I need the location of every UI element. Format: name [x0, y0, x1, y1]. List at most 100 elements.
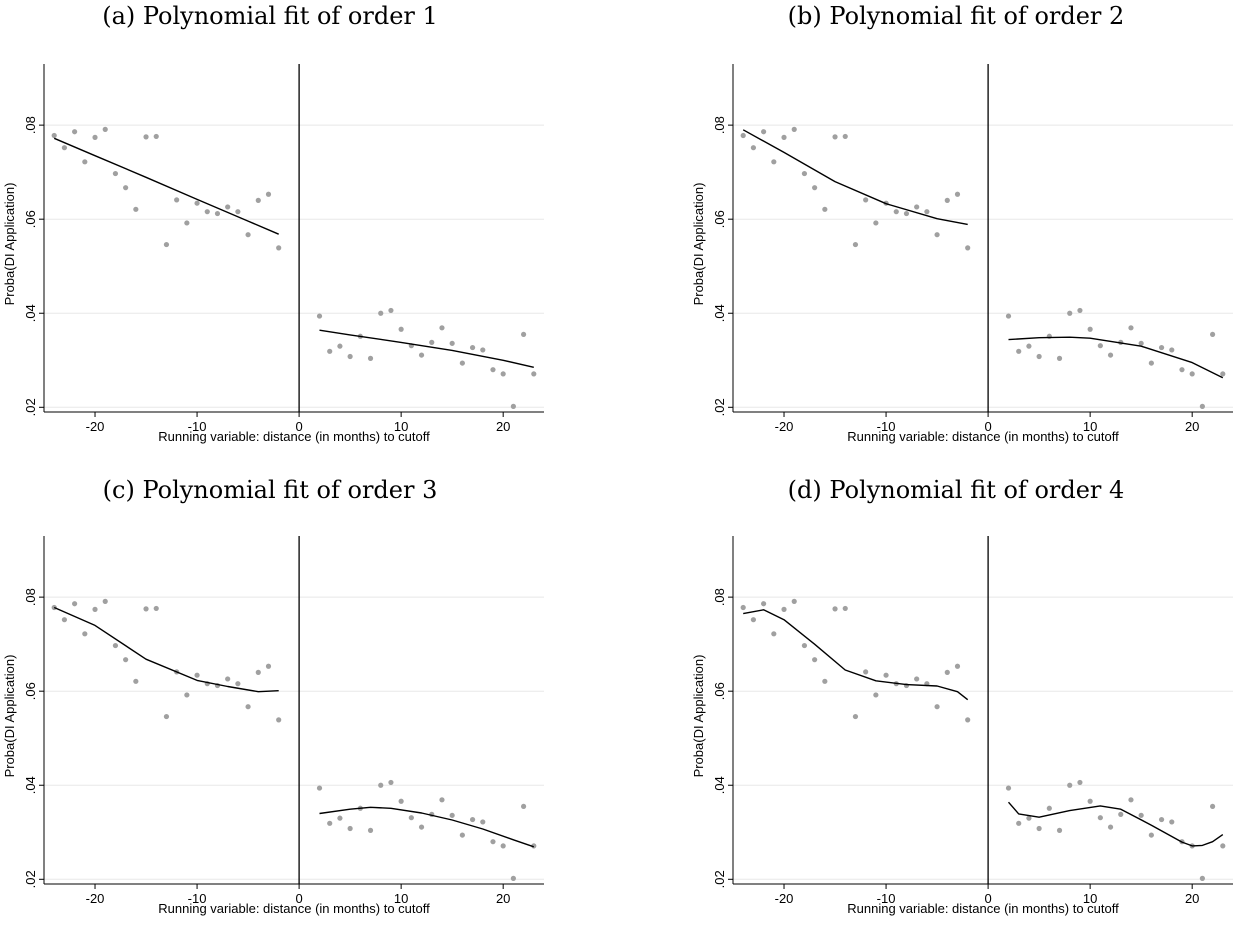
data-point — [327, 820, 333, 826]
data-point — [490, 839, 496, 845]
data-point — [214, 210, 221, 217]
x-tick-label: -20 — [86, 419, 105, 434]
data-point — [61, 617, 68, 623]
data-point — [1220, 371, 1226, 377]
data-point — [510, 875, 516, 881]
data-point — [1220, 843, 1226, 849]
data-point — [92, 134, 98, 140]
data-point — [510, 403, 516, 409]
fit-line-left — [53, 137, 279, 235]
data-point — [822, 678, 828, 684]
data-point — [1209, 803, 1216, 810]
data-point — [740, 604, 746, 611]
data-point — [449, 812, 455, 818]
data-point — [1016, 348, 1022, 354]
data-point — [408, 815, 414, 821]
data-point — [842, 133, 848, 140]
y-tick-label: .02 — [712, 870, 727, 888]
data-point — [194, 672, 200, 678]
chart-title: (d) Polynomial fit of order 4 — [787, 476, 1125, 504]
data-point — [255, 197, 261, 203]
data-point — [123, 657, 129, 663]
x-tick-label: -20 — [86, 891, 105, 906]
data-point — [459, 360, 465, 366]
data-point — [965, 717, 971, 723]
data-point — [771, 159, 777, 165]
data-point — [863, 669, 869, 675]
data-point — [1209, 331, 1216, 338]
data-point — [51, 604, 57, 611]
y-tick-label: .06 — [23, 210, 38, 228]
x-tick-label: 20 — [1185, 891, 1199, 906]
data-point — [1158, 344, 1165, 351]
data-point — [469, 344, 476, 351]
data-point — [531, 371, 537, 377]
data-point — [459, 832, 465, 838]
y-tick-label: .08 — [23, 588, 38, 606]
data-point — [102, 598, 108, 604]
data-point — [1097, 343, 1103, 349]
y-axis-label: Proba(DI Application) — [2, 183, 17, 306]
data-point — [347, 825, 353, 832]
data-point — [1169, 819, 1175, 825]
panel-order-3: (c) Polynomial fit of order 3 .02 .04 .06.… — [0, 472, 617, 936]
fit-line-left — [743, 609, 969, 701]
data-point — [102, 126, 108, 132]
data-point — [914, 204, 920, 210]
x-tick-label: -10 — [188, 891, 207, 906]
data-point — [327, 348, 333, 354]
data-point — [944, 669, 950, 675]
panel-order-2: (b) Polynomial fit of order 2 .02 .04 .06.… — [689, 0, 1235, 468]
data-point — [490, 367, 496, 373]
data-point — [1067, 782, 1073, 788]
data-point — [398, 326, 404, 332]
y-axis-label: Proba(DI Application) — [691, 183, 706, 306]
data-point — [852, 713, 859, 720]
y-tick-label: .02 — [23, 398, 38, 416]
data-point — [367, 355, 374, 361]
panel-order-1: (a) Polynomial fit of order 1 .02 .04 .06.… — [0, 0, 617, 468]
data-point — [1128, 797, 1134, 803]
chart-plot: .02 .04 .06 .08 -20 -10 0 10 20 Running variable:… — [2, 64, 544, 444]
y-axis-label: Proba(DI Application) — [691, 655, 706, 778]
data-point — [235, 209, 241, 215]
data-point — [1199, 875, 1205, 881]
data-point — [112, 170, 119, 177]
data-point — [924, 209, 930, 215]
data-point — [133, 678, 139, 684]
y-tick-label: .02 — [712, 398, 727, 416]
y-tick-label: .04 — [712, 304, 727, 322]
y-tick-label: .06 — [712, 682, 727, 700]
data-point — [791, 598, 797, 604]
data-point — [1026, 815, 1032, 821]
data-point — [1189, 371, 1195, 377]
data-point — [740, 132, 746, 139]
data-point — [1128, 325, 1134, 331]
data-point — [337, 343, 343, 349]
data-point — [480, 347, 486, 353]
data-point — [429, 339, 435, 345]
data-point — [225, 676, 231, 682]
data-point — [398, 798, 404, 804]
data-point — [1107, 824, 1114, 830]
x-tick-label: 0 — [295, 419, 302, 434]
fit-line-left — [53, 606, 279, 693]
y-tick-label: .04 — [23, 776, 38, 794]
chart-plot: .02 .04 .06 .08 -20 -10 0 10 20 Running variable:… — [2, 536, 544, 916]
data-point — [914, 676, 920, 682]
data-point — [1107, 352, 1114, 358]
data-point — [801, 642, 808, 649]
data-point — [852, 241, 859, 248]
data-point — [954, 191, 961, 197]
data-point — [225, 204, 231, 210]
data-point — [750, 145, 757, 151]
data-point — [863, 197, 869, 203]
data-point — [500, 843, 506, 849]
chart-title: (a) Polynomial fit of order 1 — [102, 2, 438, 30]
data-point — [761, 601, 767, 607]
x-tick-label: 0 — [984, 891, 991, 906]
data-point — [480, 819, 486, 825]
data-point — [873, 220, 879, 226]
data-point — [72, 601, 78, 607]
data-point — [1169, 347, 1175, 353]
